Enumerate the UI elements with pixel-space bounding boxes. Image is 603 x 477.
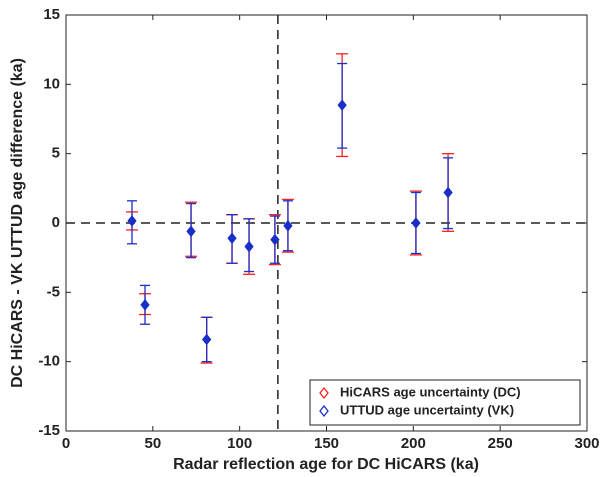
y-tick-label: -15 (38, 422, 60, 439)
y-tick-label: 10 (43, 75, 60, 92)
data-point (411, 217, 421, 229)
data-point (244, 240, 254, 253)
x-tick-label: 50 (144, 435, 161, 452)
data-point (443, 186, 453, 199)
data-point (127, 215, 137, 227)
x-tick-label: 150 (314, 435, 339, 452)
y-axis-label: DC HiCARS - VK UTTUD age difference (ka) (9, 58, 26, 388)
x-axis-label: Radar reflection age for DC HiCARS (ka) (173, 456, 479, 473)
legend-box (309, 379, 581, 426)
x-tick-label: 200 (401, 435, 426, 452)
data-point (227, 232, 237, 245)
x-tick-label: 0 (62, 435, 70, 452)
legend-marker (319, 386, 329, 400)
data-point (337, 99, 347, 111)
y-tick-label: -10 (38, 353, 60, 370)
x-tick-label: 100 (227, 435, 252, 452)
legend-marker (319, 404, 329, 418)
x-tick-label: 250 (488, 435, 513, 452)
data-point (283, 219, 293, 232)
y-tick-label: 5 (52, 145, 60, 162)
data-point (270, 233, 280, 246)
data-point (140, 299, 150, 311)
y-tick-label: 0 (52, 214, 60, 231)
data-point (186, 225, 196, 238)
data-point (202, 333, 212, 346)
y-tick-label: 15 (43, 6, 60, 23)
legend-label: HiCARS age uncertainty (DC) (340, 384, 521, 399)
legend-label: UTTUD age uncertainty (VK) (340, 402, 514, 417)
x-tick-label: 300 (574, 435, 599, 452)
y-tick-label: -5 (47, 283, 60, 300)
